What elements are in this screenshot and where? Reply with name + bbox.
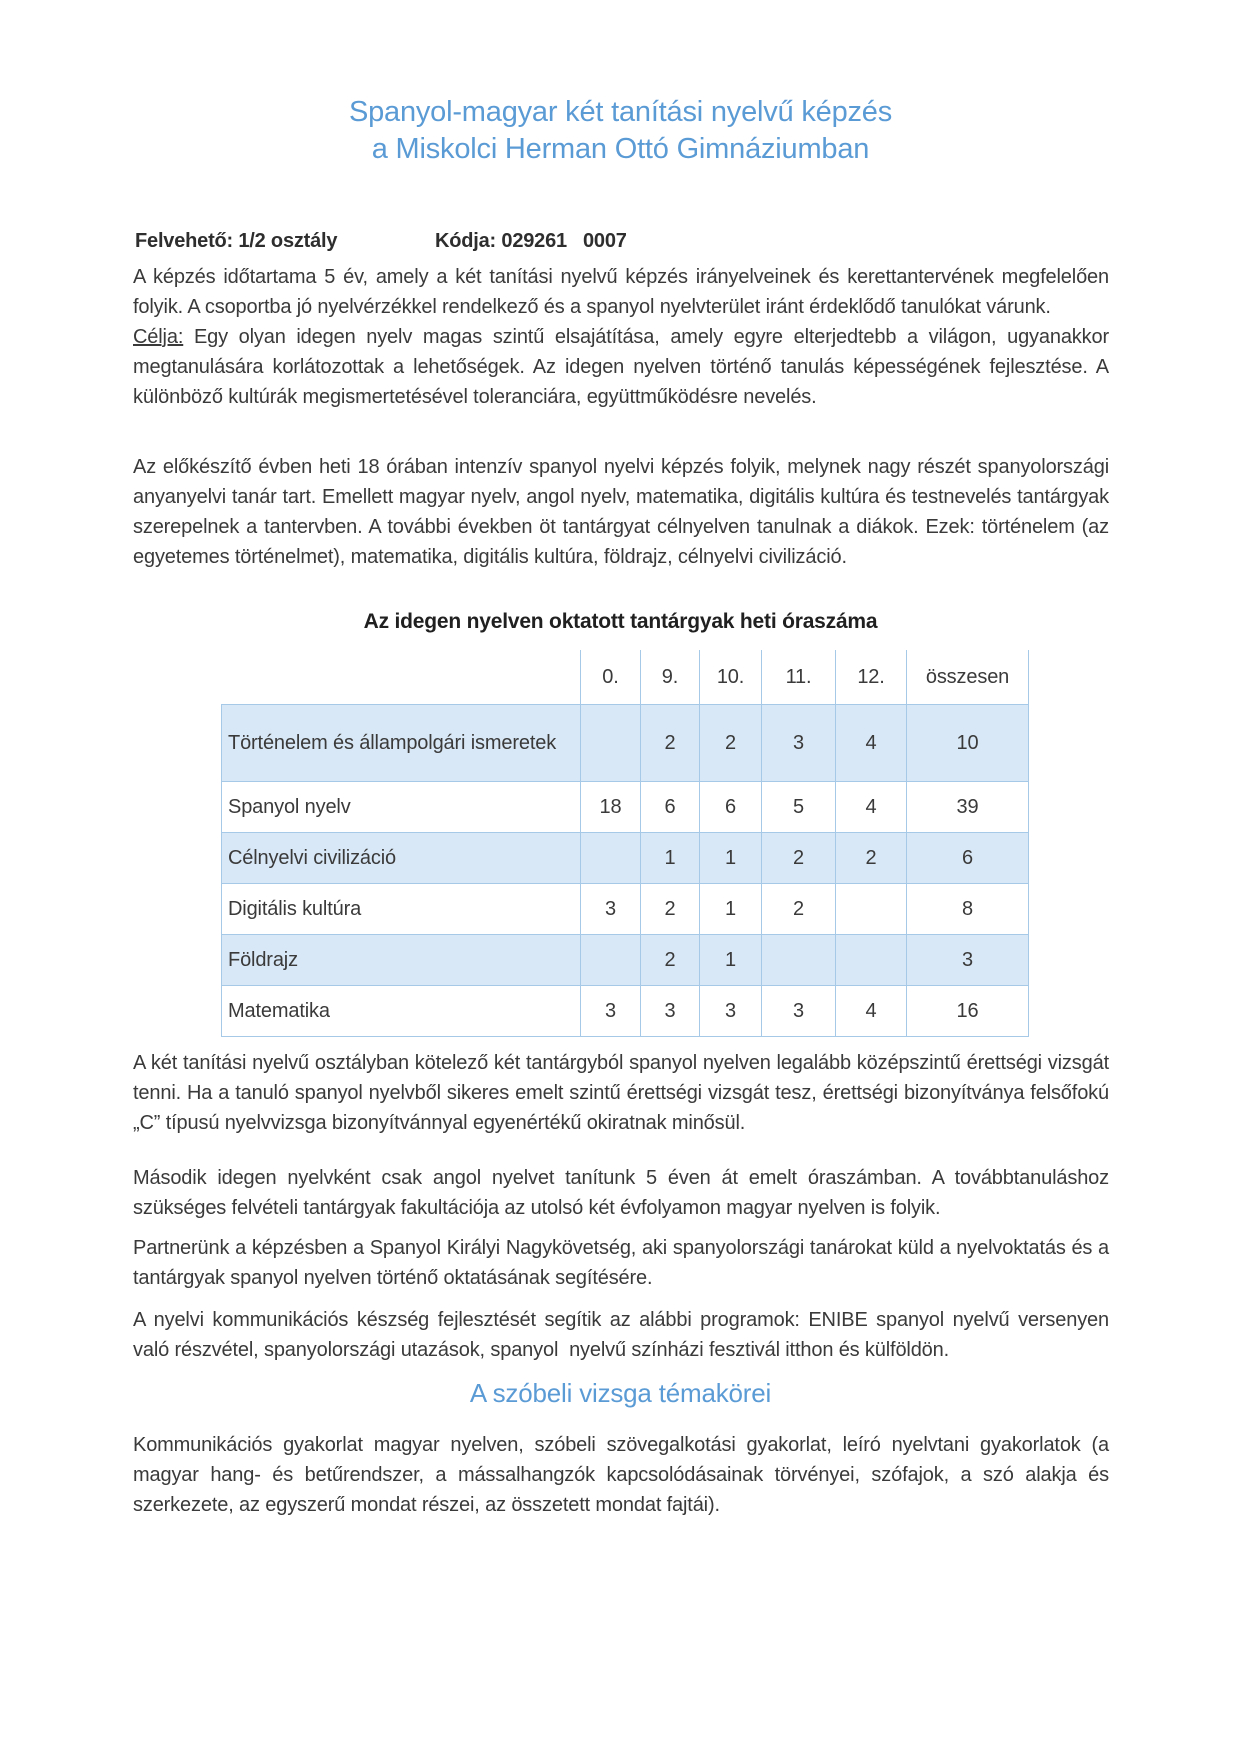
table-heading: Az idegen nyelven oktatott tantárgyak he…: [363, 610, 878, 633]
table-row: Digitális kultúra 3 2 1 2 8: [221, 883, 1029, 935]
section-heading-oral-exam: A szóbeli vizsga témakörei: [469, 1378, 772, 1408]
value-cell: 3: [906, 934, 1029, 986]
paragraph-goal: Célja: Egy olyan idegen nyelv magas szin…: [133, 322, 1109, 412]
value-cell: 8: [906, 883, 1029, 935]
table-col-header-11: 11.: [761, 650, 836, 705]
subject-cell: Matematika: [221, 985, 581, 1037]
value-cell: 2: [640, 934, 700, 986]
paragraph-prep-year: Az előkészítő évben heti 18 órában inten…: [133, 456, 1109, 568]
paragraph-programs: A nyelvi kommunikációs készség fejleszté…: [133, 1309, 1109, 1361]
code-info: Kódja: 029261 0007: [435, 230, 627, 253]
document-title: Spanyol-magyar két tanítási nyelvű képzé…: [0, 94, 1241, 168]
value-cell: 2: [699, 704, 762, 782]
table-col-header-9: 9.: [640, 650, 700, 705]
value-cell: 2: [640, 704, 700, 782]
value-cell: 4: [835, 985, 907, 1037]
value-cell: 6: [640, 781, 700, 833]
value-cell: 2: [640, 883, 700, 935]
paragraph-partner: Partnerünk a képzésben a Spanyol Királyi…: [133, 1237, 1109, 1289]
subject-cell: Célnyelvi civilizáció: [221, 832, 581, 884]
value-cell: 2: [835, 832, 907, 884]
value-cell: 6: [699, 781, 762, 833]
value-cell: 3: [761, 985, 836, 1037]
code-value: 029261 0007: [501, 230, 627, 252]
table-row: Matematika 3 3 3 3 4 16: [221, 985, 1029, 1037]
value-cell: 16: [906, 985, 1029, 1037]
subject-cell: Történelem és állampolgári ismeretek: [221, 704, 581, 782]
subject-cell: Digitális kultúra: [221, 883, 581, 935]
table-col-header-total: összesen: [906, 650, 1029, 705]
value-cell: 3: [580, 985, 641, 1037]
value-cell: 1: [699, 883, 762, 935]
value-cell: 5: [761, 781, 836, 833]
subject-cell: Földrajz: [221, 934, 581, 986]
value-cell: 10: [906, 704, 1029, 782]
value-cell: [835, 934, 907, 986]
value-cell: [580, 704, 641, 782]
paragraph-intro: A képzés időtartama 5 év, amely a két ta…: [133, 266, 1109, 318]
value-cell: 1: [699, 934, 762, 986]
value-cell: 1: [699, 832, 762, 884]
value-cell: 1: [640, 832, 700, 884]
value-cell: [761, 934, 836, 986]
subject-cell: Spanyol nyelv: [221, 781, 581, 833]
value-cell: 4: [835, 781, 907, 833]
table-row: Spanyol nyelv 18 6 6 5 4 39: [221, 781, 1029, 833]
table-col-header-empty: [221, 650, 581, 705]
paragraph-oral-topics: Kommunikációs gyakorlat magyar nyelven, …: [133, 1434, 1109, 1516]
goal-text: Egy olyan idegen nyelv magas szintű elsa…: [133, 326, 1109, 408]
meta-line: Felvehető: 1/2 osztály Kódja: 029261 000…: [135, 230, 1110, 253]
value-cell: 4: [835, 704, 907, 782]
table-header-row: 0. 9. 10. 11. 12. összesen: [221, 650, 1029, 705]
value-cell: 2: [761, 832, 836, 884]
value-cell: [580, 934, 641, 986]
table-row: Célnyelvi civilizáció 1 1 2 2 6: [221, 832, 1029, 884]
paragraph-second-language: Második idegen nyelvként csak angol nyel…: [133, 1167, 1109, 1219]
value-cell: 39: [906, 781, 1029, 833]
goal-label: Célja:: [133, 326, 184, 348]
value-cell: 3: [640, 985, 700, 1037]
title-line-2: a Miskolci Herman Ottó Gimnáziumban: [371, 133, 870, 165]
value-cell: 2: [761, 883, 836, 935]
table-row: Történelem és állampolgári ismeretek 2 2…: [221, 704, 1029, 782]
value-cell: 3: [761, 704, 836, 782]
table-row: Földrajz 2 1 3: [221, 934, 1029, 986]
table-col-header-10: 10.: [699, 650, 762, 705]
table-col-header-0: 0.: [580, 650, 641, 705]
weekly-hours-table: 0. 9. 10. 11. 12. összesen Történelem és…: [221, 650, 1029, 1037]
value-cell: [580, 832, 641, 884]
value-cell: 3: [699, 985, 762, 1037]
code-label: Kódja:: [435, 230, 497, 252]
value-cell: 6: [906, 832, 1029, 884]
title-line-1: Spanyol-magyar két tanítási nyelvű képzé…: [348, 96, 893, 128]
value-cell: [835, 883, 907, 935]
paragraph-exam: A két tanítási nyelvű osztályban kötelez…: [133, 1052, 1109, 1134]
table-col-header-12: 12.: [835, 650, 907, 705]
paragraph-intro-and-goal: A képzés időtartama 5 év, amely a két ta…: [133, 262, 1109, 412]
value-cell: 3: [580, 883, 641, 935]
admission-info: Felvehető: 1/2 osztály: [135, 230, 338, 252]
value-cell: 18: [580, 781, 641, 833]
